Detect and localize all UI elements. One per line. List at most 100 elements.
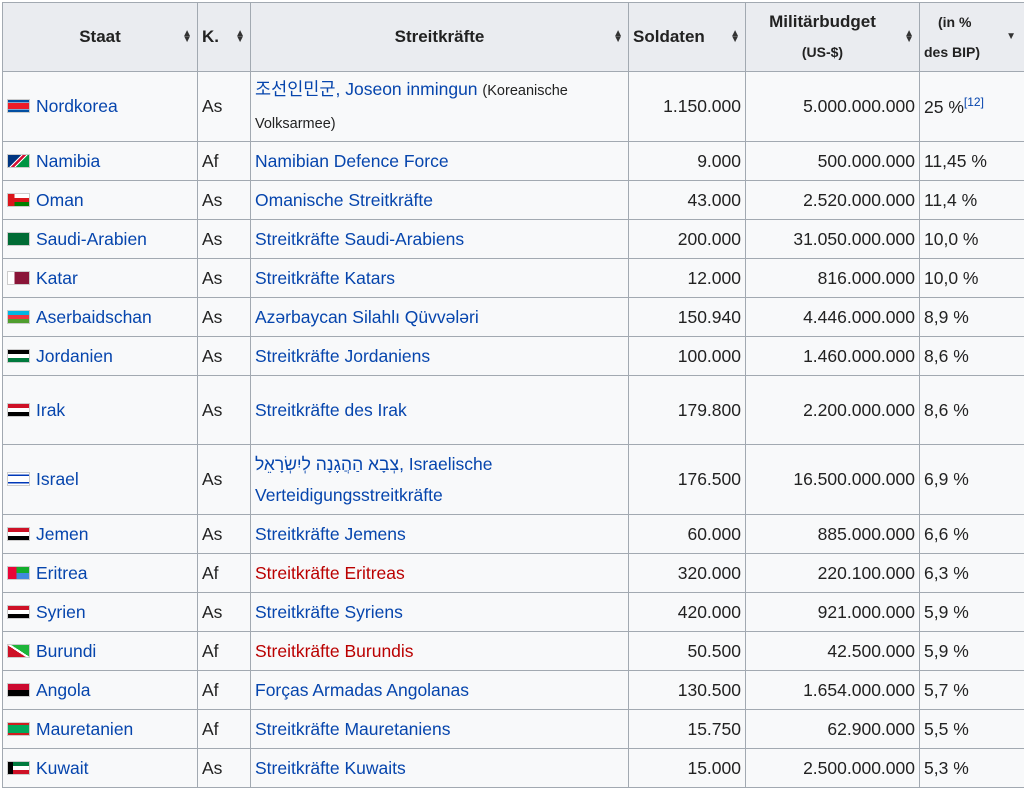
table-row: Eritrea Af Streitkräfte Eritreas 320.000 … bbox=[2, 553, 1024, 593]
sort-desc-icon[interactable]: ▼ bbox=[1006, 31, 1016, 42]
staat-cell: Irak bbox=[2, 375, 198, 445]
staat-cell: Oman bbox=[2, 180, 198, 220]
soldaten-cell: 179.800 bbox=[628, 375, 746, 445]
bip-cell: 10,0 % bbox=[919, 258, 1024, 298]
staat-link[interactable]: Syrien bbox=[36, 601, 86, 622]
soldaten-cell: 15.750 bbox=[628, 709, 746, 749]
staat-cell: Saudi-Arabien bbox=[2, 219, 198, 259]
header-kontinent[interactable]: K. ▲ ▼ bbox=[197, 2, 251, 72]
streitkraefte-link[interactable]: Azərbaycan Silahlı Qüvvələri bbox=[255, 306, 479, 327]
streitkraefte-cell: Azərbaycan Silahlı Qüvvələri bbox=[250, 297, 629, 337]
streitkraefte-cell: Forças Armadas Angolanas bbox=[250, 670, 629, 710]
streitkraefte-link[interactable]: Streitkräfte Kuwaits bbox=[255, 757, 406, 778]
streitkraefte-link[interactable]: Streitkräfte des Irak bbox=[255, 399, 407, 420]
header-streitkraefte[interactable]: Streitkräfte ▲ ▼ bbox=[250, 2, 629, 72]
staat-cell: Angola bbox=[2, 670, 198, 710]
streitkraefte-link[interactable]: Forças Armadas Angolanas bbox=[255, 679, 470, 700]
sort-icon[interactable]: ▲ ▼ bbox=[182, 28, 192, 45]
staat-link[interactable]: Angola bbox=[36, 679, 91, 700]
budget-cell: 4.446.000.000 bbox=[745, 297, 920, 337]
staat-cell: Mauretanien bbox=[2, 709, 198, 749]
streitkraefte-link[interactable]: צְבָא הַהֲגָנָה לְיִשְׂרָאֵל, Israelisch… bbox=[255, 453, 493, 505]
kontinent-cell: As bbox=[197, 297, 251, 337]
streitkraefte-link[interactable]: Streitkräfte Katars bbox=[255, 267, 396, 288]
sort-icon[interactable]: ▲ ▼ bbox=[613, 28, 623, 45]
kontinent-cell: Af bbox=[197, 709, 251, 749]
staat-link[interactable]: Irak bbox=[36, 399, 66, 420]
table-row: Saudi-Arabien As Streitkräfte Saudi-Arabi… bbox=[2, 219, 1024, 259]
budget-cell: 1.654.000.000 bbox=[745, 670, 920, 710]
kontinent-cell: Af bbox=[197, 670, 251, 710]
streitkraefte-link[interactable]: Streitkräfte Syriens bbox=[255, 601, 403, 622]
soldaten-cell: 100.000 bbox=[628, 336, 746, 376]
staat-link[interactable]: Nordkorea bbox=[36, 96, 118, 116]
bip-cell: 5,3 % bbox=[919, 748, 1024, 788]
table-row: Namibia Af Namibian Defence Force 9.000 5… bbox=[2, 141, 1024, 181]
staat-link[interactable]: Kuwait bbox=[36, 757, 89, 778]
bip-cell: 6,6 % bbox=[919, 514, 1024, 554]
budget-cell: 42.500.000 bbox=[745, 631, 920, 671]
streitkraefte-link[interactable]: Streitkräfte Jemens bbox=[255, 523, 406, 544]
streitkraefte-link[interactable]: Streitkräfte Jordaniens bbox=[255, 345, 431, 366]
flag-icon bbox=[7, 760, 30, 775]
soldaten-cell: 130.500 bbox=[628, 670, 746, 710]
budget-cell: 5.000.000.000 bbox=[745, 71, 920, 142]
staat-link[interactable]: Aserbaidschan bbox=[36, 306, 152, 327]
staat-cell: Aserbaidschan bbox=[2, 297, 198, 337]
staat-cell: Jordanien bbox=[2, 336, 198, 376]
streitkraefte-cell: Streitkräfte Eritreas bbox=[250, 553, 629, 593]
bip-cell: 5,7 % bbox=[919, 670, 1024, 710]
reference-link[interactable]: [12] bbox=[963, 95, 984, 110]
staat-cell: Burundi bbox=[2, 631, 198, 671]
kontinent-cell: Af bbox=[197, 141, 251, 181]
streitkraefte-cell: Streitkräfte Saudi-Arabiens bbox=[250, 219, 629, 259]
bip-cell: 10,0 % bbox=[919, 219, 1024, 259]
staat-link[interactable]: Eritrea bbox=[36, 562, 88, 583]
streitkraefte-link[interactable]: 조선인민군, Joseon inmingun bbox=[255, 78, 478, 99]
flag-icon bbox=[7, 402, 30, 417]
header-staat[interactable]: Staat ▲ ▼ bbox=[2, 2, 198, 72]
soldaten-cell: 50.500 bbox=[628, 631, 746, 671]
flag-icon bbox=[7, 309, 30, 324]
header-soldaten[interactable]: Soldaten ▲ ▼ bbox=[628, 2, 746, 72]
flag-icon bbox=[7, 682, 30, 697]
budget-cell: 16.500.000.000 bbox=[745, 444, 920, 515]
staat-link[interactable]: Namibia bbox=[36, 150, 101, 171]
budget-cell: 62.900.000 bbox=[745, 709, 920, 749]
staat-cell: Israel bbox=[2, 444, 198, 515]
table-row: Syrien As Streitkräfte Syriens 420.000 92… bbox=[2, 592, 1024, 632]
staat-link[interactable]: Katar bbox=[36, 267, 78, 288]
staat-link[interactable]: Oman bbox=[36, 189, 84, 210]
bip-cell: 8,9 % bbox=[919, 297, 1024, 337]
sort-icon[interactable]: ▲ ▼ bbox=[904, 28, 914, 45]
table-row: Oman As Omanische Streitkräfte 43.000 2.5… bbox=[2, 180, 1024, 220]
flag-icon bbox=[7, 153, 30, 168]
kontinent-cell: Af bbox=[197, 553, 251, 593]
streitkraefte-link[interactable]: Streitkräfte Eritreas bbox=[255, 562, 405, 583]
table-row: Jemen As Streitkräfte Jemens 60.000 885.0… bbox=[2, 514, 1024, 554]
staat-link[interactable]: Mauretanien bbox=[36, 718, 134, 739]
staat-link[interactable]: Jemen bbox=[36, 523, 89, 544]
budget-cell: 2.520.000.000 bbox=[745, 180, 920, 220]
streitkraefte-note: (Koreanische Volksarmee) bbox=[255, 82, 568, 132]
header-budget[interactable]: Militärbudget (US-$) ▲ ▼ bbox=[745, 2, 920, 72]
streitkraefte-link[interactable]: Streitkräfte Saudi-Arabiens bbox=[255, 228, 465, 249]
sort-icon[interactable]: ▲ ▼ bbox=[235, 28, 245, 45]
kontinent-cell: As bbox=[197, 336, 251, 376]
streitkraefte-link[interactable]: Streitkräfte Mauretaniens bbox=[255, 718, 451, 739]
budget-cell: 500.000.000 bbox=[745, 141, 920, 181]
staat-link[interactable]: Israel bbox=[36, 469, 79, 489]
staat-link[interactable]: Burundi bbox=[36, 640, 97, 661]
streitkraefte-cell: Streitkräfte des Irak bbox=[250, 375, 629, 445]
table-row: Aserbaidschan As Azərbaycan Silahlı Qüvvə… bbox=[2, 297, 1024, 337]
staat-link[interactable]: Jordanien bbox=[36, 345, 113, 366]
budget-cell: 31.050.000.000 bbox=[745, 219, 920, 259]
streitkraefte-link[interactable]: Namibian Defence Force bbox=[255, 150, 449, 171]
sort-icon[interactable]: ▲ ▼ bbox=[730, 28, 740, 45]
table-row: Kuwait As Streitkräfte Kuwaits 15.000 2.5… bbox=[2, 748, 1024, 788]
streitkraefte-link[interactable]: Streitkräfte Burundis bbox=[255, 640, 414, 661]
streitkraefte-link[interactable]: Omanische Streitkräfte bbox=[255, 189, 433, 210]
header-bip[interactable]: (in % des BIP) ▼ bbox=[919, 2, 1024, 72]
staat-link[interactable]: Saudi-Arabien bbox=[36, 228, 147, 249]
